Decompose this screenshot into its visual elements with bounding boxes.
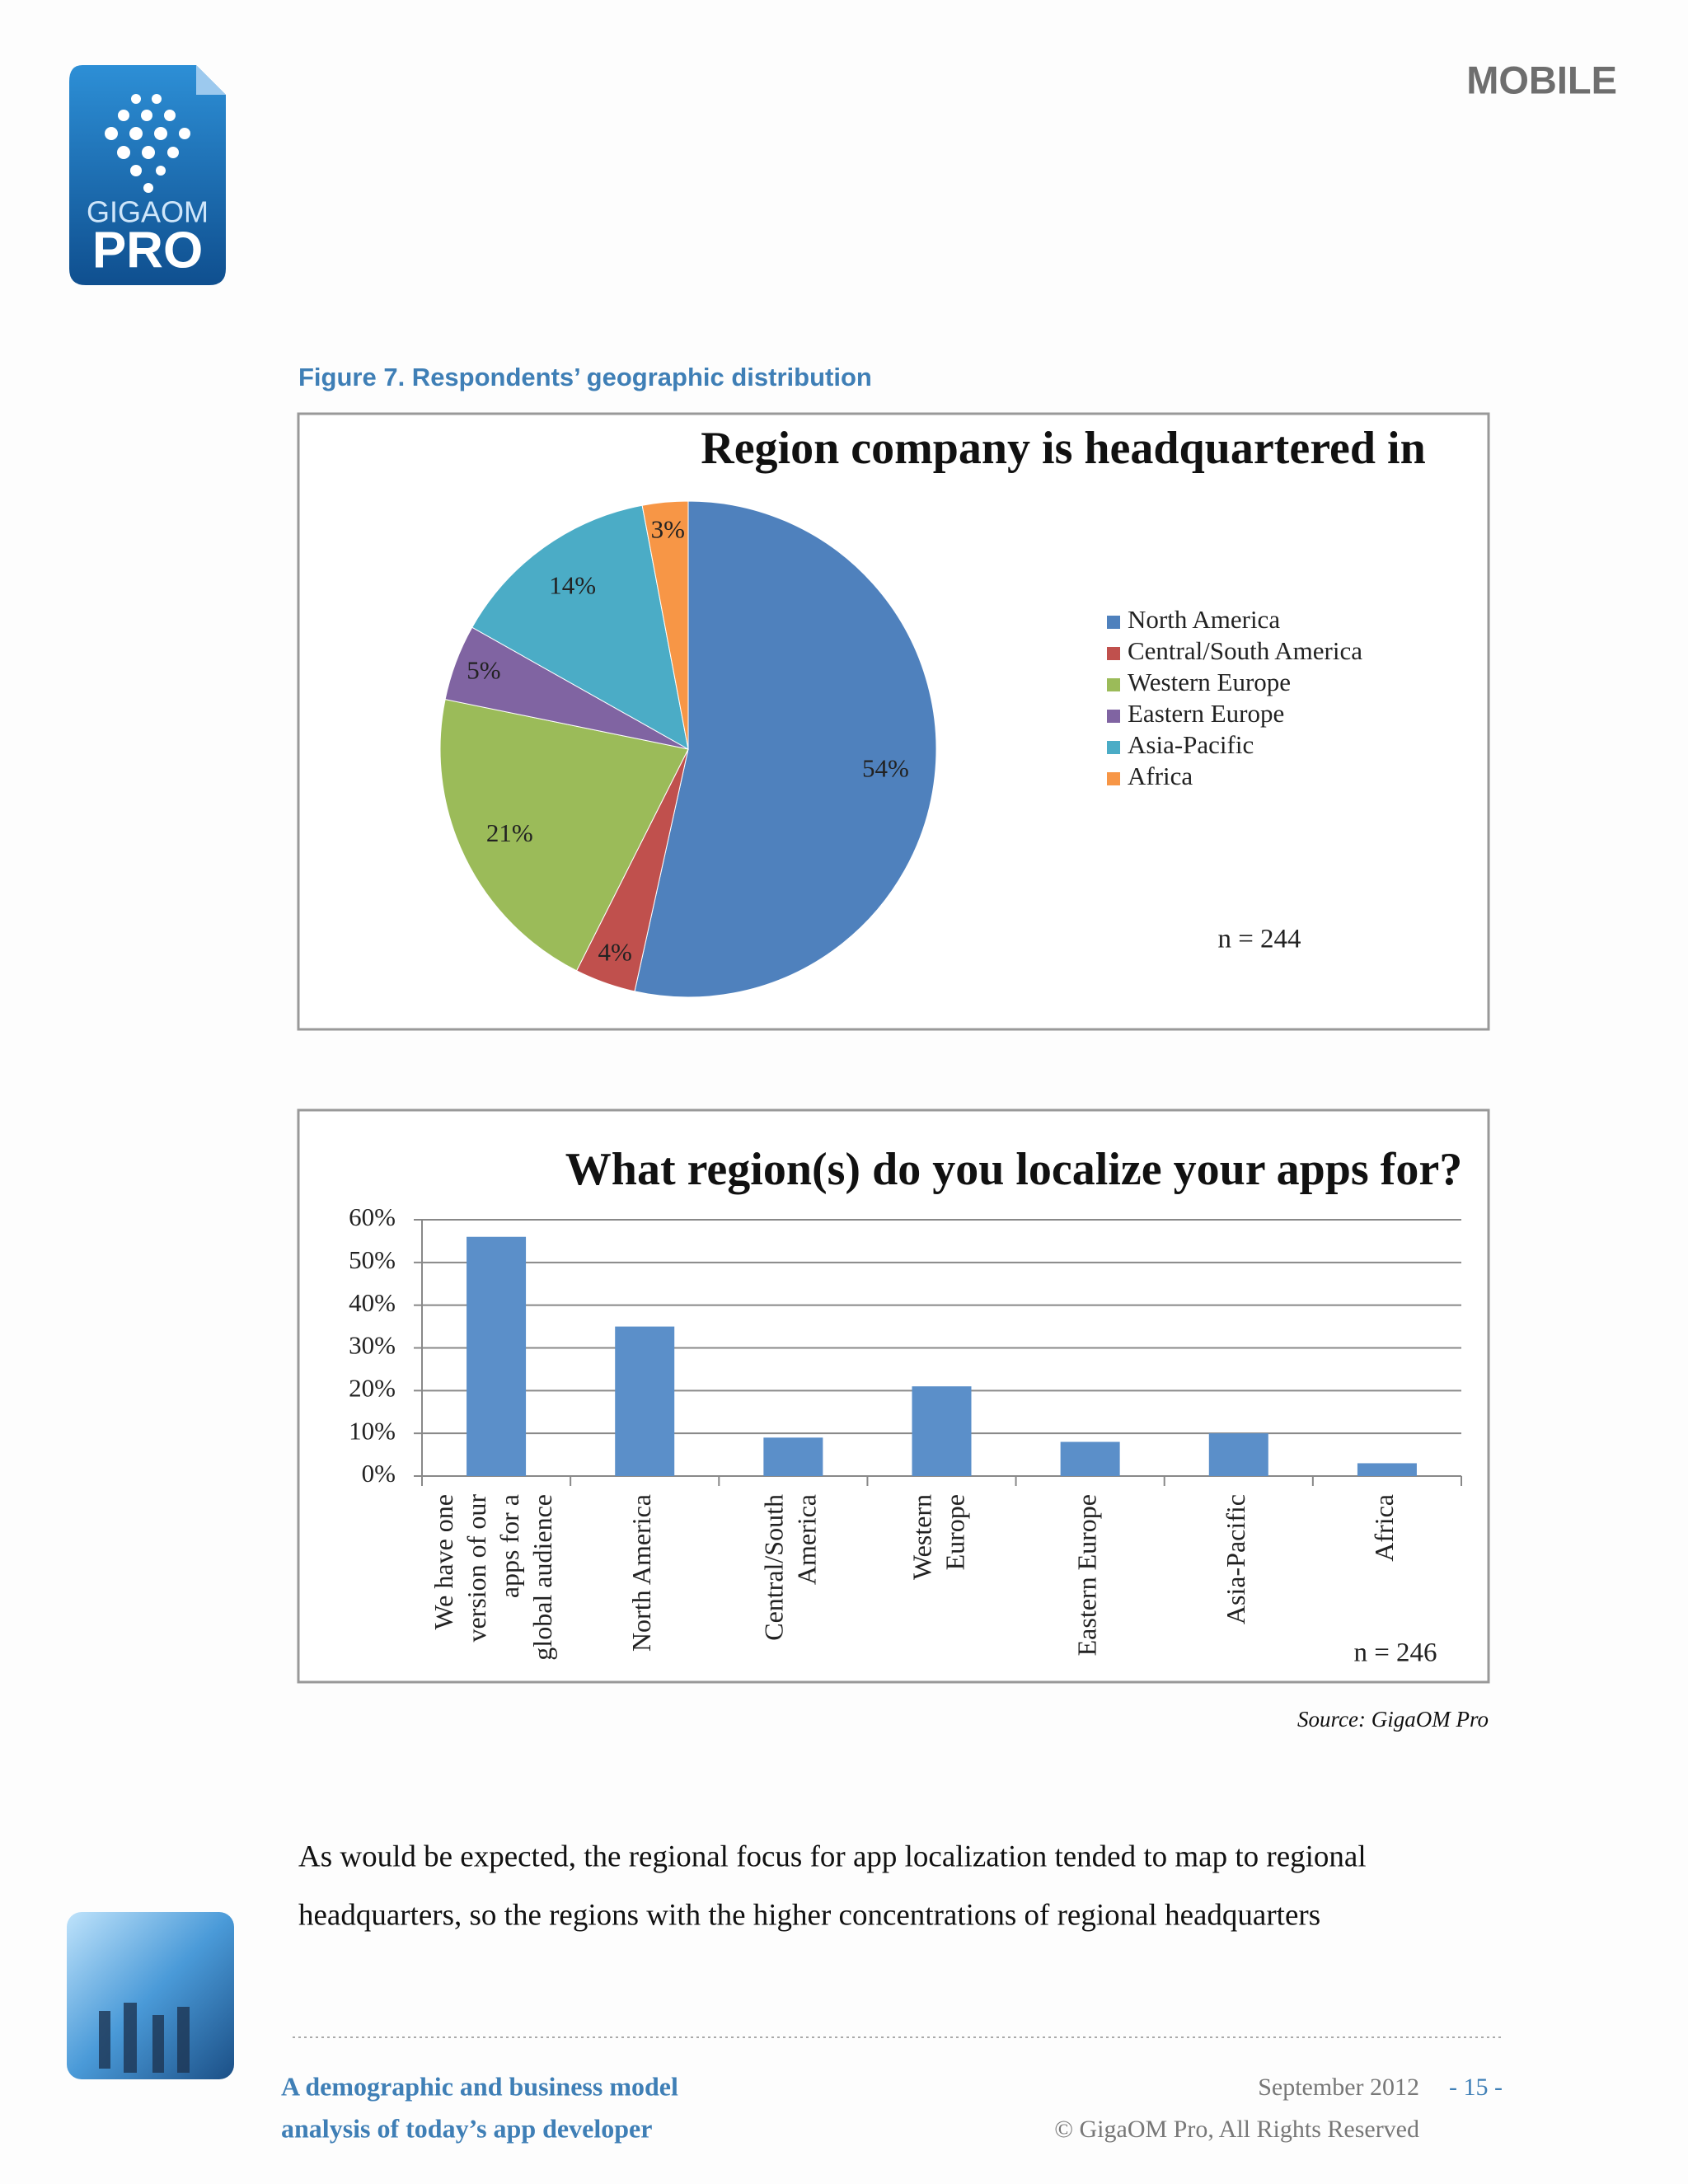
chart-title: Region company is headquartered in: [701, 423, 1425, 474]
pie-slice: [439, 698, 689, 972]
figure-caption: Figure 7. Respondents’ geographic distri…: [298, 363, 872, 391]
logo-bottom: PRO: [92, 222, 203, 279]
y-tick-label: 50%: [349, 1245, 396, 1274]
x-tick-label: We have one version of our apps for a globa…: [429, 1494, 557, 1661]
y-tick-label: 40%: [349, 1288, 396, 1317]
bar: [912, 1386, 972, 1476]
legend-swatch: [1107, 772, 1120, 785]
legend-label: North America: [1128, 605, 1280, 634]
legend-label: Asia-Pacific: [1128, 730, 1254, 759]
body-line: As would be expected, the regional focus…: [298, 1840, 1367, 1873]
source: Source: GigaOM Pro: [1297, 1707, 1489, 1732]
logo-top: GIGAOM: [87, 195, 209, 229]
y-tick-label: 20%: [349, 1373, 396, 1402]
x-tick-label: Asia-Pacific: [1221, 1494, 1250, 1624]
x-tick-label: North America: [627, 1494, 657, 1652]
bar: [1357, 1463, 1417, 1476]
legend-swatch: [1107, 678, 1120, 691]
annotation: n = 246: [1353, 1638, 1437, 1668]
pie-slice: [641, 500, 689, 750]
logo: GIGAOM PRO: [69, 65, 226, 285]
x-tick-label: Africa: [1369, 1494, 1399, 1562]
data-label: 54%: [862, 753, 909, 782]
y-tick-label: 10%: [349, 1416, 396, 1445]
pie-slice: [634, 500, 937, 998]
copyright: © GigaOM Pro, All Rights Reserved: [1054, 2116, 1419, 2143]
y-tick-label: 30%: [349, 1331, 396, 1360]
legend-label: Africa: [1128, 762, 1193, 790]
bar: [1060, 1441, 1120, 1476]
legend-label: Eastern Europe: [1128, 699, 1284, 728]
legend-swatch: [1107, 741, 1120, 754]
footer-image: [67, 1912, 234, 2079]
footer-title: A demographic and business model: [281, 2071, 678, 2101]
legend-swatch: [1107, 647, 1120, 660]
x-tick-label: Western Europe: [907, 1494, 970, 1580]
bar: [615, 1326, 675, 1476]
footer-title: analysis of today’s app developer: [281, 2113, 652, 2143]
pie-slice: [471, 504, 689, 750]
page-number: - 15 -: [1449, 2074, 1503, 2101]
data-label: 4%: [598, 938, 631, 967]
bar: [467, 1236, 527, 1476]
x-tick-label: Central/South America: [759, 1494, 822, 1641]
bar: [1208, 1433, 1268, 1476]
data-label: 21%: [486, 818, 533, 847]
legend-label: Western Europe: [1128, 668, 1291, 696]
x-tick-label: Eastern Europe: [1072, 1494, 1102, 1656]
footer-date: September 2012: [1258, 2074, 1419, 2101]
data-label: 5%: [467, 655, 500, 684]
legend-swatch: [1107, 616, 1120, 629]
legend-swatch: [1107, 710, 1120, 723]
section-label: MOBILE: [1466, 58, 1617, 101]
y-tick-label: 0%: [362, 1459, 396, 1488]
data-label: 3%: [651, 514, 685, 543]
chart-title: What region(s) do you localize your apps…: [565, 1144, 1463, 1195]
legend-label: Central/South America: [1128, 636, 1362, 665]
y-tick-label: 60%: [349, 1202, 396, 1231]
data-label: 14%: [549, 570, 596, 599]
body-line: headquarters, so the regions with the hi…: [298, 1898, 1320, 1932]
annotation: n = 244: [1217, 925, 1301, 954]
bar: [763, 1437, 823, 1476]
